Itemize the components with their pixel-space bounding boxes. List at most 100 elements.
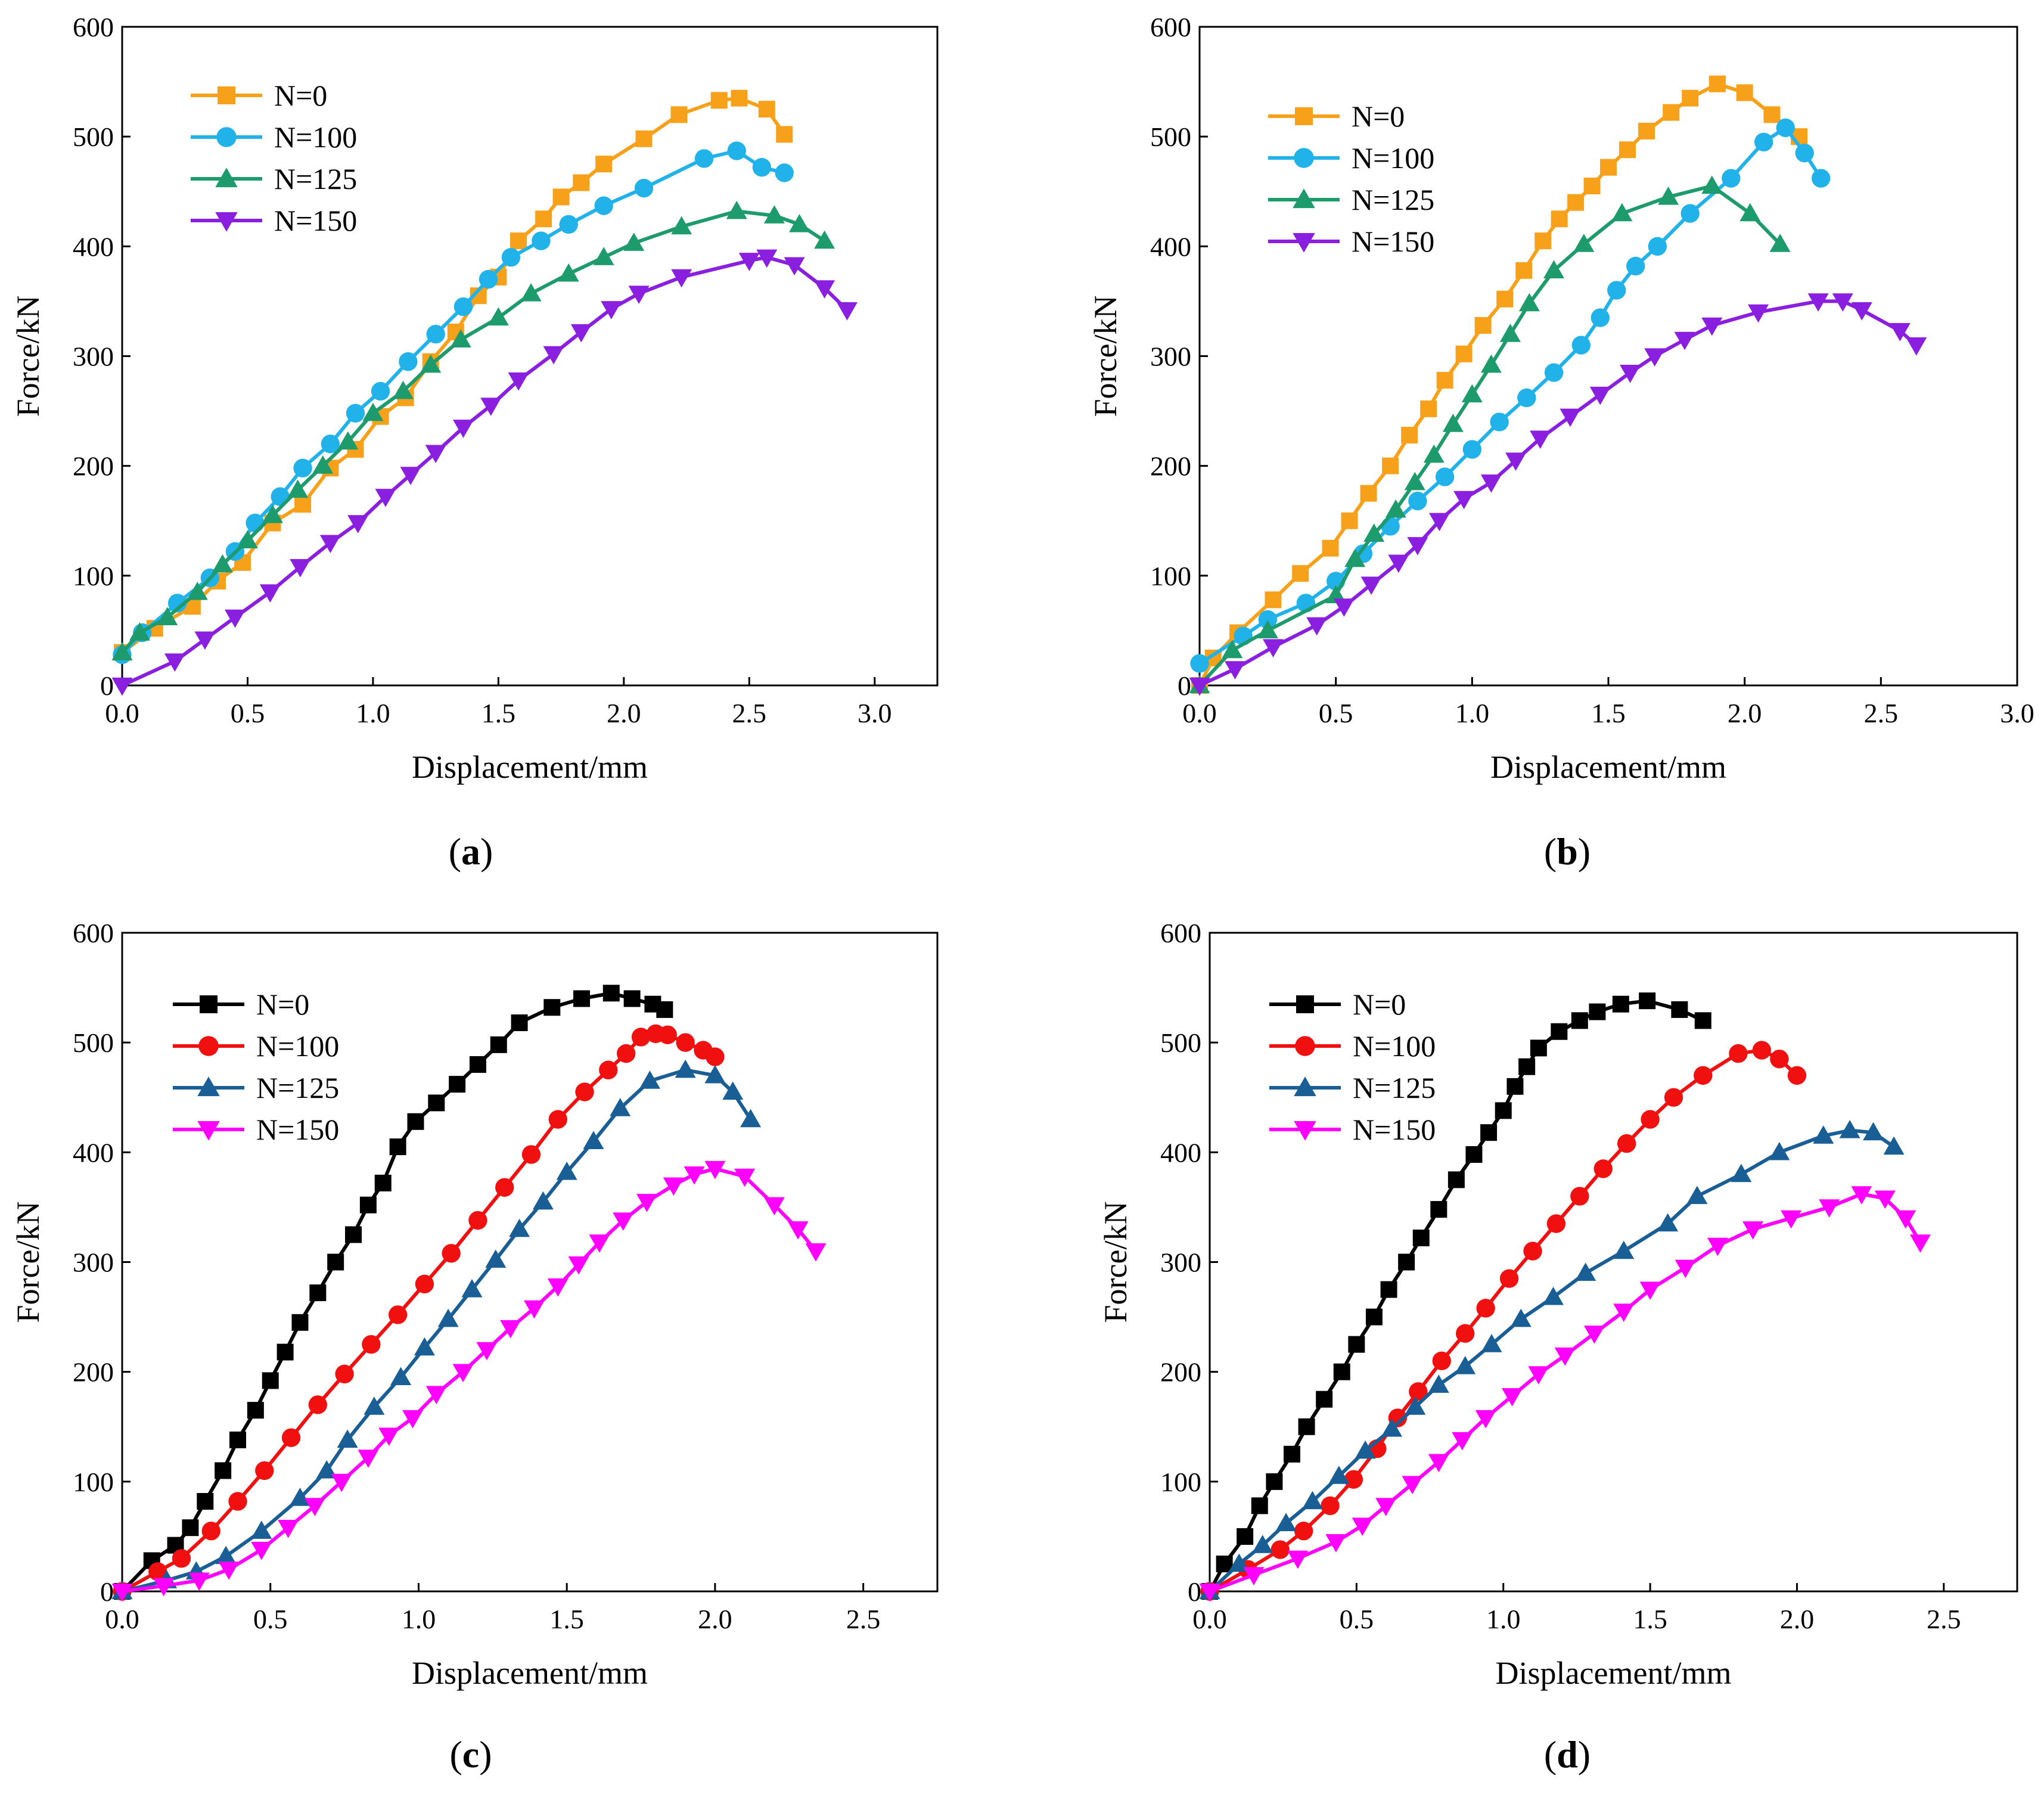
data-point bbox=[480, 398, 502, 416]
data-point bbox=[1752, 1041, 1772, 1060]
series-line bbox=[122, 1166, 818, 1593]
series-N=0 bbox=[1201, 992, 1711, 1600]
data-point bbox=[1663, 104, 1680, 121]
data-point bbox=[1360, 576, 1382, 595]
data-point bbox=[1708, 75, 1726, 92]
data-point bbox=[1476, 1299, 1495, 1318]
data-point bbox=[1428, 513, 1450, 532]
data-point bbox=[547, 1278, 569, 1297]
data-point bbox=[1583, 1326, 1605, 1344]
data-point bbox=[487, 307, 509, 326]
data-point bbox=[1348, 1336, 1365, 1353]
series-line bbox=[1198, 82, 1801, 687]
data-point bbox=[308, 1395, 327, 1414]
data-point bbox=[1657, 1213, 1679, 1232]
data-point bbox=[1495, 1102, 1512, 1119]
data-point bbox=[1381, 1418, 1402, 1437]
data-point bbox=[1813, 1125, 1834, 1144]
legend-marker bbox=[198, 1036, 219, 1056]
data-point bbox=[337, 1429, 358, 1448]
data-point bbox=[1839, 1120, 1860, 1138]
series-N=100 bbox=[1190, 118, 1831, 673]
data-point bbox=[1620, 365, 1641, 383]
x-tick-label: 2.5 bbox=[1927, 1604, 1961, 1634]
data-point bbox=[399, 352, 418, 371]
data-point bbox=[1360, 485, 1377, 502]
data-point bbox=[1863, 1122, 1884, 1141]
y-axis-title: Force/kN bbox=[1098, 1202, 1133, 1323]
data-point bbox=[556, 1161, 577, 1180]
data-point bbox=[1298, 1418, 1315, 1435]
data-point bbox=[1626, 256, 1645, 276]
data-point bbox=[1453, 491, 1475, 510]
data-point bbox=[188, 1572, 210, 1591]
data-point bbox=[775, 163, 794, 182]
data-point bbox=[1292, 565, 1309, 582]
y-axis-title: Force/kN bbox=[1088, 296, 1123, 417]
data-point bbox=[573, 174, 590, 191]
y-tick-label: 0 bbox=[100, 671, 114, 701]
data-point bbox=[1591, 308, 1610, 327]
legend-label: N=0 bbox=[1352, 100, 1405, 133]
data-point bbox=[1243, 1567, 1265, 1585]
series-N=0 bbox=[114, 985, 673, 1600]
data-point bbox=[392, 380, 414, 399]
y-tick-label: 600 bbox=[73, 12, 114, 42]
data-point bbox=[1648, 237, 1667, 256]
data-point bbox=[776, 126, 793, 143]
data-point bbox=[251, 1541, 272, 1560]
legend-marker bbox=[1294, 148, 1314, 168]
series-line bbox=[120, 209, 826, 654]
data-point bbox=[312, 455, 334, 474]
data-point bbox=[1613, 1240, 1635, 1259]
series-N=0 bbox=[1191, 75, 1808, 694]
data-point bbox=[452, 1364, 474, 1383]
data-point bbox=[362, 1334, 381, 1354]
data-point bbox=[1412, 1229, 1430, 1246]
data-point bbox=[1518, 1058, 1536, 1075]
y-tick-label: 500 bbox=[1150, 122, 1191, 152]
data-point bbox=[1505, 452, 1527, 471]
chart-panel-a: 0.0 0.5 1.0 1.5 2.0 2.5 3.0 0 100 200 300 400 500 600… bbox=[10, 12, 939, 873]
data-point bbox=[1748, 304, 1769, 323]
data-point bbox=[568, 1256, 589, 1275]
data-point bbox=[788, 214, 810, 232]
data-point bbox=[1322, 539, 1339, 557]
data-point bbox=[1325, 1534, 1347, 1553]
data-point bbox=[784, 257, 805, 276]
data-point bbox=[1428, 1374, 1449, 1393]
x-tick-label: 1.0 bbox=[402, 1604, 436, 1634]
data-point bbox=[1321, 1496, 1340, 1516]
data-point bbox=[1435, 467, 1455, 486]
data-point bbox=[1442, 414, 1464, 432]
data-point bbox=[1895, 1210, 1916, 1229]
data-point bbox=[1567, 194, 1585, 211]
data-point bbox=[1731, 1163, 1752, 1183]
data-point bbox=[1776, 118, 1795, 138]
x-tick-label: 1.5 bbox=[482, 698, 516, 728]
data-point bbox=[172, 1549, 191, 1568]
data-point bbox=[1496, 290, 1514, 308]
data-point bbox=[1707, 1237, 1728, 1256]
series-N=125 bbox=[111, 1059, 762, 1600]
data-point bbox=[1571, 336, 1591, 355]
legend-label: N=125 bbox=[1353, 1071, 1436, 1104]
y-tick-label: 300 bbox=[73, 342, 114, 372]
series-line bbox=[122, 1068, 753, 1593]
data-point bbox=[1617, 1134, 1636, 1153]
y-tick-label: 0 bbox=[1188, 1576, 1201, 1607]
data-point bbox=[309, 1284, 327, 1302]
data-point bbox=[1889, 323, 1911, 342]
data-point bbox=[215, 1545, 237, 1565]
data-point bbox=[1554, 1347, 1576, 1366]
data-point bbox=[1701, 175, 1723, 194]
data-point bbox=[129, 622, 150, 641]
data-point bbox=[1722, 169, 1741, 188]
series-N=150 bbox=[1189, 293, 1927, 696]
series-line bbox=[1198, 299, 1918, 687]
data-point bbox=[543, 346, 564, 365]
x-tick-label: 2.0 bbox=[698, 1604, 732, 1634]
data-point bbox=[589, 1234, 610, 1253]
data-point bbox=[1795, 144, 1814, 163]
